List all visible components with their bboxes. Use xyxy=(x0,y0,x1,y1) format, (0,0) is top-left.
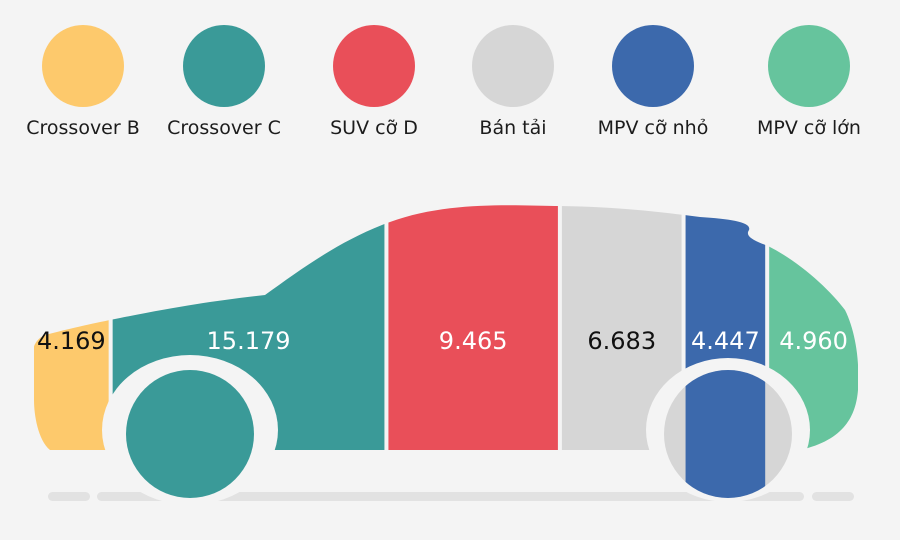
legend-item-mpv-small: MPV cỡ nhỏ xyxy=(573,25,733,139)
legend-label: MPV cỡ lớn xyxy=(757,117,861,139)
legend-label: MPV cỡ nhỏ xyxy=(597,117,709,139)
legend-swatch xyxy=(768,25,850,107)
legend-item-ban-tai: Bán tải xyxy=(433,25,593,139)
legend-swatch xyxy=(472,25,554,107)
legend-swatch xyxy=(612,25,694,107)
legend-label: SUV cỡ D xyxy=(330,117,418,139)
segment-2 xyxy=(388,205,558,450)
legend-label: Bán tải xyxy=(479,117,547,139)
value-label: 15.179 xyxy=(207,327,291,355)
legend-item-suv-d: SUV cỡ D xyxy=(294,25,454,139)
ground-line xyxy=(48,492,854,501)
value-label: 4.960 xyxy=(779,327,848,355)
legend: Crossover B Crossover C SUV cỡ D Bán tải… xyxy=(0,0,900,150)
value-label: 6.683 xyxy=(587,327,656,355)
legend-label: Crossover C xyxy=(167,117,281,139)
value-label: 9.465 xyxy=(439,327,508,355)
legend-label: Crossover B xyxy=(26,117,140,139)
car-share-chart: 4.169 15.179 9.465 6.683 4.447 4.960 xyxy=(20,205,880,505)
value-label: 4.169 xyxy=(37,327,106,355)
wheels xyxy=(126,370,792,498)
legend-swatch xyxy=(333,25,415,107)
legend-item-crossover-c: Crossover C xyxy=(144,25,304,139)
value-label: 4.447 xyxy=(691,327,760,355)
legend-item-crossover-b: Crossover B xyxy=(3,25,163,139)
rear-wheel-right-half xyxy=(685,370,766,498)
legend-swatch xyxy=(183,25,265,107)
legend-item-mpv-large: MPV cỡ lớn xyxy=(729,25,889,139)
legend-swatch xyxy=(42,25,124,107)
front-wheel xyxy=(126,370,254,498)
